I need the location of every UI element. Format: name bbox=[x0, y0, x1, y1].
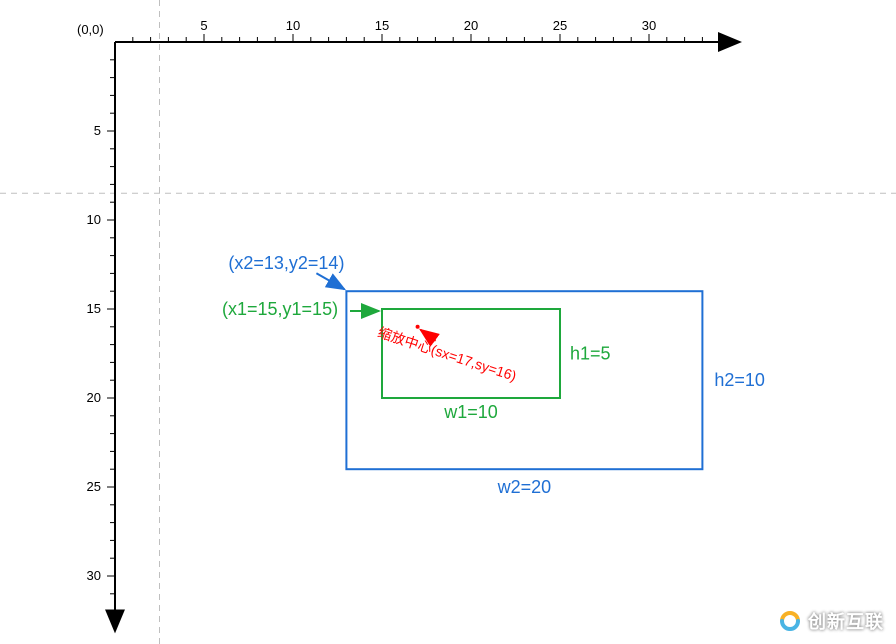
outer-corner-arrow bbox=[316, 273, 344, 289]
watermark: 创新互联 bbox=[778, 608, 884, 634]
y-tick-label: 20 bbox=[87, 390, 101, 405]
inner-h-label: h1=5 bbox=[570, 344, 611, 364]
y-tick-label: 25 bbox=[87, 479, 101, 494]
coordinate-diagram: 5 10 15 20 25 30 5 10 15 20 25 30 (0,0) (x2=13,y2=14)… bbox=[0, 0, 896, 644]
x-tick-label: 5 bbox=[200, 18, 207, 33]
watermark-logo-icon bbox=[778, 609, 802, 633]
outer-w-label: w2=20 bbox=[497, 477, 552, 497]
scale-center-label: 缩放中心(sx=17,sy=16) bbox=[376, 324, 519, 384]
y-tick-label: 30 bbox=[87, 568, 101, 583]
inner-w-label: w1=10 bbox=[443, 402, 498, 422]
outer-rect bbox=[346, 291, 702, 469]
x-tick-label: 15 bbox=[375, 18, 389, 33]
x-tick-label: 30 bbox=[642, 18, 656, 33]
watermark-text: 创新互联 bbox=[808, 608, 884, 634]
y-tick-label: 5 bbox=[94, 123, 101, 138]
y-tick-label: 10 bbox=[87, 212, 101, 227]
inner-corner-label: (x1=15,y1=15) bbox=[222, 299, 338, 319]
x-tick-label: 10 bbox=[286, 18, 300, 33]
x-tick-label: 20 bbox=[464, 18, 478, 33]
x-tick-label: 25 bbox=[553, 18, 567, 33]
origin-label: (0,0) bbox=[77, 22, 104, 37]
outer-corner-label: (x2=13,y2=14) bbox=[228, 253, 344, 273]
scale-center-dot bbox=[416, 325, 420, 329]
y-tick-label: 15 bbox=[87, 301, 101, 316]
outer-h-label: h2=10 bbox=[714, 370, 765, 390]
